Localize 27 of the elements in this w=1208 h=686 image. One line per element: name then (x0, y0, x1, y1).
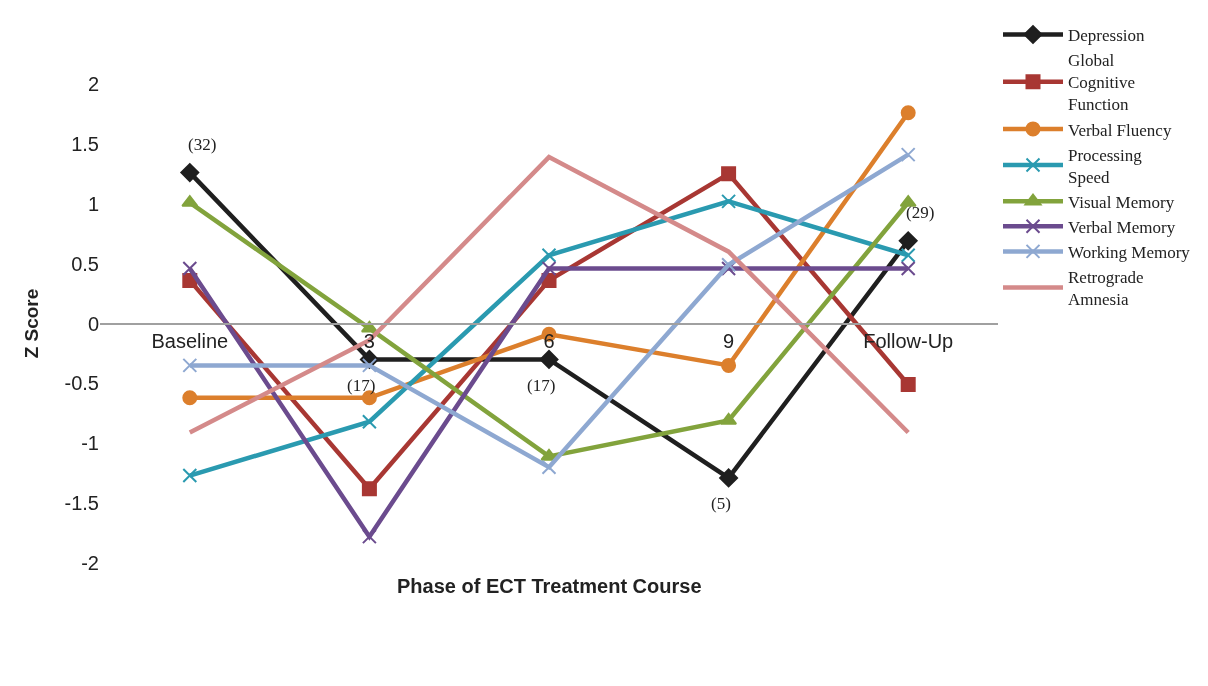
legend-label: Verbal Memory (1068, 217, 1176, 237)
x-axis-title: Phase of ECT Treatment Course (397, 575, 702, 597)
x-tick-label: 9 (723, 330, 735, 353)
legend-label: Verbal Fluency (1068, 120, 1172, 140)
legend-label: Visual Memory (1068, 192, 1175, 212)
annotation: (32) (188, 135, 217, 154)
x-tick-label: Baseline (151, 330, 229, 353)
legend-label: Retrograde Amnesia (1068, 268, 1144, 310)
y-tick-label: 0.5 (71, 252, 99, 275)
y-tick-label: 2 (87, 73, 99, 95)
annotation: (17) (527, 376, 556, 395)
y-tick-label: -2 (81, 552, 99, 574)
y-axis-title: Z Score (21, 288, 43, 359)
annotation: (29) (906, 203, 935, 222)
annotation: (17) (347, 376, 376, 395)
x-tick-label: 3 (363, 330, 375, 353)
legend-label: Depression (1068, 26, 1145, 46)
y-tick-label: 1.5 (71, 132, 99, 155)
y-tick-label: 0 (87, 312, 99, 335)
legend-label: Working Memory (1068, 243, 1191, 263)
y-tick-label: -0.5 (64, 372, 99, 395)
y-tick-label: -1.5 (64, 492, 99, 515)
y-tick-label: 1 (87, 192, 99, 215)
legend-label: Processing Speed (1068, 145, 1143, 187)
y-tick-label: -1 (81, 432, 99, 455)
legend-label: Global Cognitive Function (1068, 51, 1136, 115)
annotation: (5) (711, 494, 731, 513)
